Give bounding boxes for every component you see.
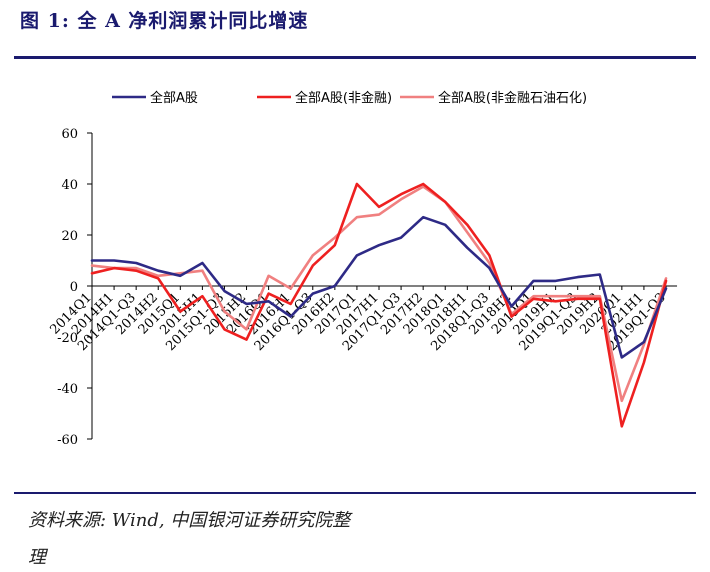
y-tick-label: 40 (61, 178, 78, 193)
chart-title: 图 1: 全 A 净利润累计同比增速 (20, 10, 309, 32)
y-tick-label: -60 (57, 433, 78, 448)
bottom-rule (14, 492, 696, 494)
series-line-1 (90, 215, 668, 359)
legend-label-3: 全部A股(非金融石油石化) (438, 90, 587, 106)
legend: 全部A股 全部A股(非金融) 全部A股(非金融石油石化) (112, 90, 587, 106)
top-rule (14, 56, 696, 59)
source-note-continued: 理 (28, 547, 46, 568)
series-lines (90, 182, 668, 428)
legend-label-1: 全部A股 (150, 90, 198, 106)
y-tick-label: -40 (57, 382, 78, 397)
series-line-2 (90, 182, 668, 428)
y-tick-label: 20 (61, 229, 78, 244)
y-tick-label: 60 (61, 127, 78, 142)
source-note: 资料来源: Wind, 中国银河证券研究院整 (28, 510, 351, 531)
y-tick-label: -20 (57, 331, 78, 346)
y-tick-label: 0 (70, 280, 78, 295)
y-axis: 60 40 20 0 -20 -40 -60 (57, 127, 93, 448)
series-line-3 (90, 185, 668, 403)
legend-label-2: 全部A股(非金融) (295, 90, 392, 106)
